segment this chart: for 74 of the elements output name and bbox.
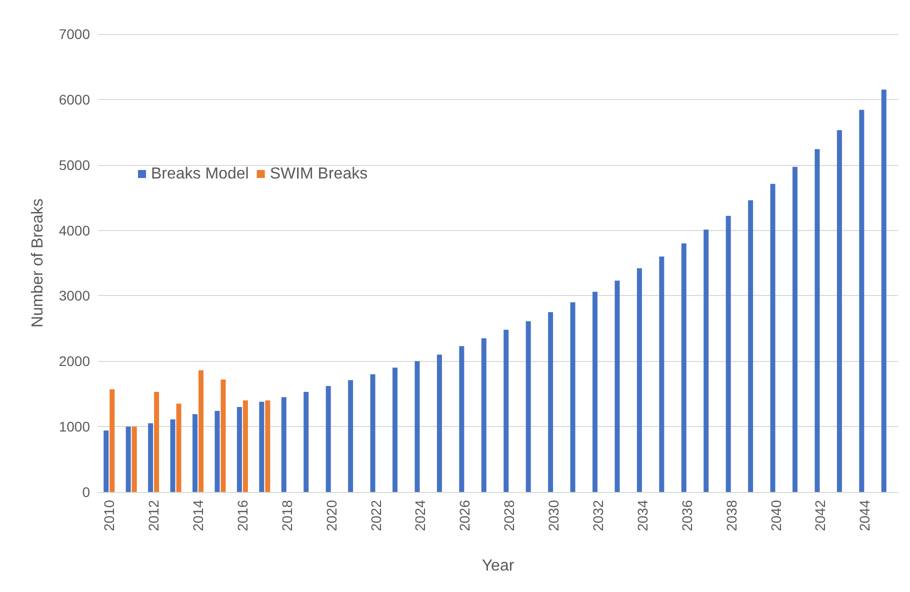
bar bbox=[614, 280, 620, 492]
y-tick-label: 0 bbox=[82, 484, 90, 500]
bar bbox=[459, 346, 464, 492]
bar bbox=[110, 389, 115, 492]
bar bbox=[836, 130, 842, 492]
bar bbox=[481, 338, 486, 492]
bar bbox=[814, 149, 820, 492]
x-tick-label: 2038 bbox=[723, 500, 740, 532]
x-tick-label: 2026 bbox=[456, 500, 473, 532]
bar bbox=[148, 423, 154, 492]
bar bbox=[859, 110, 864, 492]
bar bbox=[154, 392, 160, 492]
bar bbox=[570, 302, 576, 492]
bar bbox=[170, 419, 176, 492]
y-tick-label: 6000 bbox=[58, 91, 90, 108]
bar bbox=[414, 361, 420, 492]
x-tick-label: 2030 bbox=[546, 500, 562, 532]
bar bbox=[748, 200, 754, 492]
bar bbox=[726, 216, 731, 492]
bar bbox=[259, 402, 264, 492]
y-tick-label: 5000 bbox=[58, 156, 90, 173]
x-tick-label: 2032 bbox=[590, 500, 606, 532]
x-tick-label: 2014 bbox=[190, 500, 206, 532]
bar bbox=[704, 230, 709, 492]
y-tick-label: 2000 bbox=[58, 353, 90, 370]
bar bbox=[681, 243, 686, 492]
x-tick-label: 2040 bbox=[768, 500, 784, 532]
x-tick-label: 2016 bbox=[234, 500, 250, 532]
bar bbox=[104, 430, 109, 492]
y-axis-title: Number of Breaks bbox=[30, 198, 46, 328]
bar bbox=[265, 400, 270, 492]
bar bbox=[220, 379, 226, 492]
y-tick-label: 3000 bbox=[58, 288, 90, 304]
x-tick-label: 2010 bbox=[101, 500, 118, 532]
bar bbox=[526, 321, 531, 492]
bar bbox=[198, 370, 204, 492]
bar bbox=[370, 374, 376, 492]
bar bbox=[214, 410, 220, 492]
x-tick-label: 2022 bbox=[368, 500, 384, 532]
bar bbox=[348, 380, 354, 492]
legend-label: Breaks Model bbox=[151, 166, 249, 182]
x-tick-label: 2024 bbox=[412, 500, 428, 532]
x-axis-title: Year bbox=[482, 558, 515, 574]
bar bbox=[636, 268, 642, 492]
bar bbox=[392, 368, 398, 492]
bar bbox=[770, 184, 776, 492]
y-tick-label: 4000 bbox=[58, 222, 90, 238]
x-tick-label: 2044 bbox=[856, 500, 873, 532]
bar bbox=[126, 426, 131, 492]
x-tick-label: 2042 bbox=[812, 500, 828, 532]
bar bbox=[881, 90, 886, 492]
x-tick-label: 2034 bbox=[634, 500, 650, 532]
bar bbox=[304, 392, 309, 492]
bar bbox=[236, 406, 242, 492]
bar bbox=[504, 330, 509, 492]
bar bbox=[132, 426, 137, 492]
x-tick-label: 2020 bbox=[323, 500, 340, 532]
x-tick-label: 2028 bbox=[501, 500, 518, 532]
bar bbox=[176, 404, 182, 492]
bar bbox=[659, 256, 664, 492]
y-tick-label: 7000 bbox=[58, 26, 90, 42]
legend-label: SWIM Breaks bbox=[270, 166, 368, 182]
x-tick-label: 2018 bbox=[278, 500, 295, 532]
bar bbox=[436, 354, 442, 492]
bar bbox=[792, 166, 798, 492]
bar bbox=[242, 400, 248, 492]
bar bbox=[281, 397, 286, 492]
bar bbox=[548, 312, 554, 492]
bar bbox=[592, 292, 598, 492]
x-tick-label: 2012 bbox=[146, 500, 162, 532]
x-tick-label: 2036 bbox=[678, 500, 695, 532]
y-tick-label: 1000 bbox=[58, 418, 90, 435]
bar bbox=[326, 386, 331, 492]
bar bbox=[192, 414, 198, 492]
